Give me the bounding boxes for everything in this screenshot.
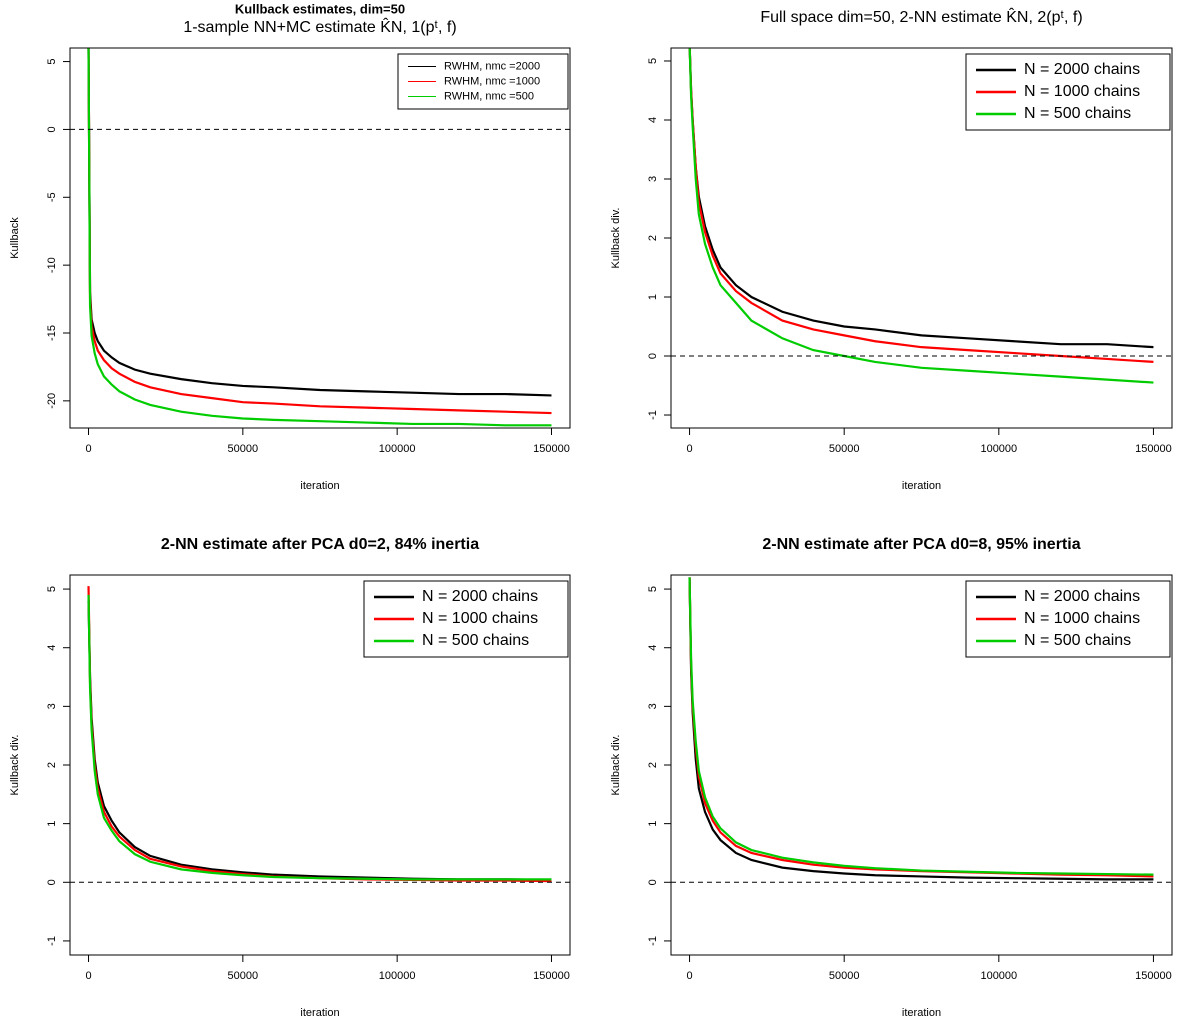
legend-label: RWHM, nmc =500	[444, 90, 534, 102]
y-tick-label: 3	[647, 703, 659, 709]
legend-label: N = 500 chains	[422, 632, 529, 649]
y-tick-label: 5	[647, 586, 659, 592]
y-axis-label: Kullback div.	[9, 735, 21, 796]
series-line	[87, 48, 552, 397]
x-tick-label: 150000	[533, 970, 570, 982]
x-axis-label: iteration	[902, 1007, 941, 1019]
x-tick-label: 0	[85, 970, 91, 982]
y-tick-label: 0	[647, 879, 659, 885]
chart-title: Full space dim=50, 2-NN estimate K̂N, 2(…	[760, 7, 1082, 27]
legend-label: N = 2000 chains	[1024, 61, 1140, 78]
legend-label: N = 1000 chains	[1024, 83, 1140, 100]
x-tick-label: 100000	[980, 970, 1017, 982]
x-tick-label: 150000	[1135, 443, 1172, 455]
y-axis-label: Kullback div.	[610, 735, 622, 796]
y-tick-label: 3	[647, 176, 659, 182]
y-tick-label: 0	[46, 879, 58, 885]
legend-label: N = 2000 chains	[422, 588, 538, 605]
y-tick-label: 1	[647, 821, 659, 827]
legend-label: N = 500 chains	[1024, 632, 1131, 649]
chart-title: 2-NN estimate after PCA d0=8, 95% inerti…	[762, 536, 1080, 553]
y-tick-label: 2	[647, 235, 659, 241]
series-line	[688, 577, 1154, 881]
y-tick-label: -5	[46, 192, 58, 202]
y-axis-label: Kullback	[9, 217, 21, 259]
x-tick-label: 50000	[228, 970, 259, 982]
x-axis-label: iteration	[902, 480, 941, 492]
chart-title: 2-NN estimate after PCA d0=2, 84% inerti…	[161, 536, 479, 553]
y-tick-label: -1	[46, 936, 58, 946]
y-tick-label: 4	[46, 645, 58, 651]
x-tick-label: 100000	[379, 970, 416, 982]
x-tick-label: 0	[85, 443, 91, 455]
plot-frame	[670, 47, 1173, 429]
x-tick-label: 150000	[1135, 970, 1172, 982]
plot-frame	[670, 574, 1173, 956]
x-tick-label: 50000	[829, 970, 860, 982]
y-tick-label: 5	[46, 586, 58, 592]
chart-subtitle: 1-sample NN+MC estimate K̂N, 1(pᵗ, f)	[183, 17, 456, 37]
x-tick-label: 100000	[980, 443, 1017, 455]
plot-frame	[69, 47, 571, 429]
y-tick-label: 4	[647, 645, 659, 651]
x-tick-label: 150000	[533, 443, 570, 455]
legend-label: N = 2000 chains	[1024, 588, 1140, 605]
y-tick-label: 1	[46, 821, 58, 827]
x-tick-label: 50000	[829, 443, 860, 455]
x-axis-label: iteration	[300, 480, 339, 492]
legend-label: N = 1000 chains	[422, 610, 538, 627]
y-tick-label: -20	[46, 393, 58, 409]
y-tick-label: 2	[647, 762, 659, 768]
x-tick-label: 50000	[228, 443, 259, 455]
legend-label: N = 500 chains	[1024, 105, 1131, 122]
y-tick-label: -1	[647, 936, 659, 946]
y-tick-label: 0	[647, 353, 659, 359]
y-tick-label: 0	[46, 126, 58, 132]
y-tick-label: 2	[46, 762, 58, 768]
series-line	[87, 594, 552, 881]
y-tick-label: 4	[647, 117, 659, 123]
y-axis-label: Kullback div.	[610, 208, 622, 269]
x-tick-label: 100000	[379, 443, 416, 455]
y-tick-label: -10	[46, 257, 58, 273]
y-tick-label: 5	[46, 59, 58, 65]
x-tick-label: 0	[686, 443, 692, 455]
series-line	[87, 48, 552, 427]
series-line	[87, 48, 552, 415]
legend-label: RWHM, nmc =1000	[444, 75, 540, 87]
y-tick-label: -1	[647, 410, 659, 420]
y-tick-label: 1	[647, 294, 659, 300]
y-tick-label: -15	[46, 325, 58, 341]
legend-label: RWHM, nmc =2000	[444, 60, 540, 72]
y-tick-label: 5	[647, 58, 659, 64]
series-line	[688, 48, 1154, 384]
series-line	[688, 577, 1154, 876]
chart-title: Kullback estimates, dim=50	[235, 1, 405, 16]
y-tick-label: 3	[46, 703, 58, 709]
x-axis-label: iteration	[300, 1007, 339, 1019]
x-tick-label: 0	[686, 970, 692, 982]
legend-label: N = 1000 chains	[1024, 610, 1140, 627]
plot-frame	[69, 574, 571, 956]
